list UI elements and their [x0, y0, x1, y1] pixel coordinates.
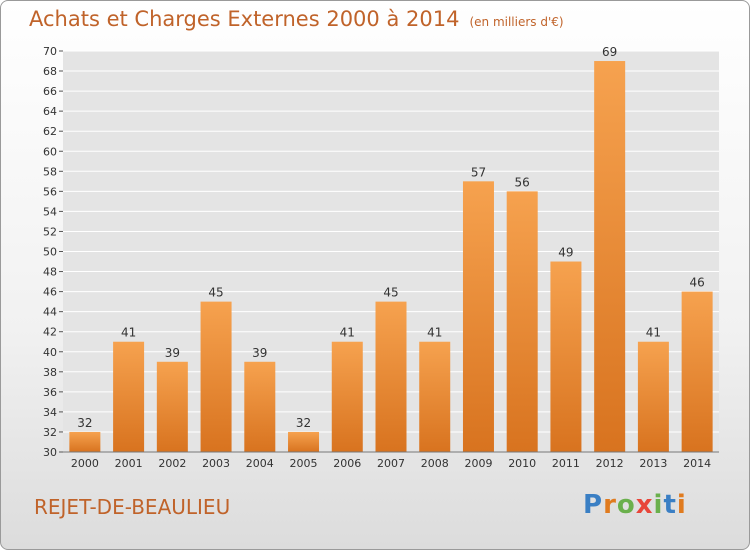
bar-2009 [462, 181, 494, 452]
y-tick-label: 48 [43, 266, 57, 279]
chart-subtitle: (en milliers d'€) [469, 15, 564, 29]
x-tick-label: 2006 [333, 457, 361, 470]
bar-2012 [594, 61, 626, 453]
y-tick-label: 32 [43, 426, 57, 439]
bar-2001 [113, 341, 145, 452]
logo-letter: r [603, 490, 617, 520]
chart-title-text: Achats et Charges Externes 2000 à 2014 [29, 7, 460, 31]
bar-value-label: 41 [121, 326, 136, 340]
x-tick-label: 2012 [596, 457, 624, 470]
chart-title: Achats et Charges Externes 2000 à 2014 (e… [29, 7, 564, 31]
bar-2004 [244, 361, 276, 452]
bar-chart: 30 32 34 36 38 40 42 44 46 48 50 52 54 56 58 60 62 64 66 68… [43, 45, 719, 470]
bar-value-label: 69 [602, 45, 617, 59]
y-tick-label: 30 [43, 446, 57, 459]
bar-2003 [200, 301, 232, 452]
bar-value-labels: 32 41 39 45 39 32 41 45 41 57 56 49 69 41 46 [77, 45, 705, 430]
proxiti-logo[interactable]: Proxiti [583, 490, 687, 520]
logo-letter: i [676, 490, 687, 520]
bar-value-label: 46 [689, 276, 704, 290]
bar-value-label: 45 [383, 286, 398, 300]
y-tick-label: 42 [43, 326, 57, 339]
bar-value-label: 39 [252, 346, 267, 360]
x-tick-label: 2007 [377, 457, 405, 470]
y-axis-ticks: 30 32 34 36 38 40 42 44 46 48 50 52 54 56 58 60 62 64 66 68… [43, 45, 63, 459]
y-tick-label: 56 [43, 185, 57, 198]
bar-2013 [637, 341, 669, 452]
x-tick-label: 2004 [246, 457, 274, 470]
y-tick-label: 62 [43, 125, 57, 138]
x-tick-label: 2010 [508, 457, 536, 470]
city-name: REJET-DE-BEAULIEU [34, 495, 231, 519]
x-tick-label: 2009 [464, 457, 492, 470]
y-tick-label: 52 [43, 225, 57, 238]
bar-value-label: 32 [77, 416, 92, 430]
bar-2002 [156, 361, 188, 452]
bar-2014 [681, 291, 713, 452]
x-tick-label: 2008 [421, 457, 449, 470]
x-tick-label: 2002 [158, 457, 186, 470]
bars [69, 61, 713, 453]
y-tick-label: 64 [43, 105, 57, 118]
logo-letter: t [663, 490, 677, 520]
bar-2008 [419, 341, 451, 452]
bar-2011 [550, 261, 582, 452]
bar-2010 [506, 191, 538, 452]
logo-letter: i [653, 490, 664, 520]
x-tick-label: 2003 [202, 457, 230, 470]
x-tick-label: 2014 [683, 457, 711, 470]
x-tick-label: 2001 [115, 457, 143, 470]
bar-2000 [69, 431, 101, 452]
bar-value-label: 41 [340, 326, 355, 340]
bar-value-label: 39 [165, 346, 180, 360]
y-tick-label: 60 [43, 145, 57, 158]
bar-value-label: 32 [296, 416, 311, 430]
bar-value-label: 57 [471, 165, 486, 179]
logo-letter: x [635, 490, 654, 520]
y-tick-label: 50 [43, 246, 57, 259]
y-tick-label: 66 [43, 85, 57, 98]
y-tick-label: 44 [43, 306, 57, 319]
x-tick-label: 2013 [639, 457, 667, 470]
x-tick-label: 2005 [290, 457, 318, 470]
bar-value-label: 56 [515, 175, 530, 189]
bar-value-label: 41 [427, 326, 442, 340]
y-tick-label: 54 [43, 205, 57, 218]
logo-letter: P [583, 490, 604, 520]
y-tick-label: 36 [43, 386, 57, 399]
x-axis-ticks: 2000 2001 2002 2003 2004 2005 2006 2007 2008 2009… [63, 451, 719, 470]
bar-2006 [331, 341, 363, 452]
y-tick-label: 70 [43, 45, 57, 58]
y-tick-label: 38 [43, 366, 57, 379]
bar-value-label: 45 [208, 286, 223, 300]
bar-2005 [288, 431, 320, 452]
bar-value-label: 49 [558, 246, 573, 260]
y-tick-label: 58 [43, 165, 57, 178]
y-tick-label: 34 [43, 406, 57, 419]
bar-2007 [375, 301, 407, 452]
y-tick-label: 68 [43, 65, 57, 78]
x-tick-label: 2011 [552, 457, 580, 470]
bar-value-label: 41 [646, 326, 661, 340]
y-tick-label: 40 [43, 346, 57, 359]
y-tick-label: 46 [43, 286, 57, 299]
x-tick-label: 2000 [71, 457, 99, 470]
logo-letter: o [616, 490, 636, 520]
